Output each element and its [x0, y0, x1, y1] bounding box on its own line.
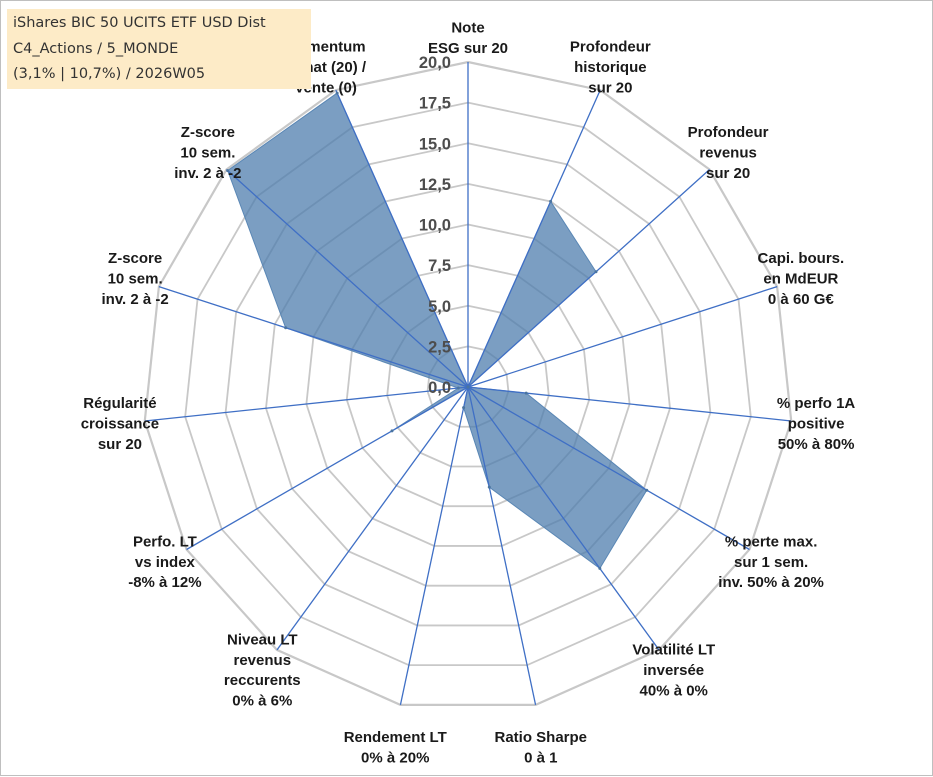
axis-label-7-line-1: 0 à 1 — [524, 749, 557, 766]
tick-label-6: 15,0 — [419, 135, 451, 153]
axis-label-9-line-2: reccurents — [224, 672, 301, 689]
title-box: iShares BIC 50 UCITS ETF USD Dist C4_Act… — [7, 9, 311, 89]
tick-label-0: 0,0 — [428, 379, 451, 397]
grid-ring-7 — [184, 101, 752, 667]
tick-label-1: 2,5 — [428, 338, 451, 356]
tick-label-8: 20,0 — [419, 54, 451, 72]
grid-ring-8 — [143, 60, 793, 706]
data-point-7 — [487, 485, 491, 489]
axis-spoke-2 — [467, 169, 710, 388]
axis-label-9-line-3: 0% à 6% — [232, 693, 292, 710]
axis-label-5-line-1: sur 1 sem. — [734, 554, 808, 571]
axis-spoke-5 — [467, 386, 750, 551]
axis-label-8-line-1: 0% à 20% — [361, 749, 429, 766]
axis-label-3-line-1: en MdEUR — [763, 271, 838, 288]
axis-label-1-line-1: historique — [574, 59, 647, 76]
axis-spoke-4 — [467, 386, 792, 422]
axis-spoke-11 — [144, 386, 469, 422]
axis-label-6-line-1: inversée — [643, 662, 704, 679]
axis-spoke-6 — [467, 386, 660, 651]
axis-spoke-12 — [158, 285, 469, 388]
axis-label-6-line-0: Volatilité LT — [632, 642, 715, 659]
axis-label-11-line-1: croissance — [81, 415, 159, 432]
data-point-13 — [226, 169, 230, 173]
tick-label-3: 7,5 — [428, 257, 451, 275]
tick-label-7: 17,5 — [419, 95, 451, 113]
data-point-8 — [462, 406, 466, 410]
axis-label-11-line-0: Régularité — [83, 395, 156, 412]
data-point-14 — [335, 91, 339, 95]
axis-label-5-line-0: % perte max. — [725, 533, 818, 550]
axis-label-1-line-2: sur 20 — [588, 79, 632, 96]
axis-spoke-9 — [276, 386, 469, 651]
axis-label-10-line-0: Perfo. LT — [133, 533, 197, 550]
axis-label-0-line-0: Note — [451, 20, 484, 37]
axis-spoke-14 — [335, 89, 469, 388]
tick-label-4: 10,0 — [419, 217, 451, 235]
data-point-1 — [549, 199, 553, 203]
axis-label-4-line-1: positive — [788, 415, 845, 432]
data-point-6 — [598, 566, 602, 570]
title-line-2: C4_Actions / 5_MONDE — [13, 41, 179, 57]
axis-label-11-line-2: sur 20 — [98, 436, 142, 453]
axis-label-4-line-2: 50% à 80% — [778, 436, 855, 453]
axis-spoke-13 — [226, 169, 469, 388]
grid-ring-6 — [224, 142, 712, 627]
axis-label-12-line-0: Z-score — [108, 250, 162, 267]
data-point-10 — [390, 429, 394, 433]
axis-label-4-line-0: % perfo 1A — [777, 395, 856, 412]
axis-label-3-line-2: 0 à 60 G€ — [768, 291, 835, 308]
data-point-9 — [466, 385, 470, 389]
axis-label-13-line-1: 10 sem. — [180, 145, 235, 162]
axis-label-12-line-1: 10 sem. — [108, 271, 163, 288]
data-point-5 — [645, 488, 649, 492]
axis-spoke-8 — [399, 386, 469, 706]
data-point-2 — [594, 270, 598, 274]
axis-label-0-line-1: ESG sur 20 — [428, 40, 508, 57]
axis-spoke-1 — [467, 89, 601, 388]
axis-label-13-line-0: Z-score — [181, 124, 235, 141]
data-area — [227, 92, 648, 570]
axis-label-7-line-0: Ratio Sharpe — [495, 729, 588, 746]
tick-label-2: 5,0 — [428, 298, 451, 316]
axis-spoke-7 — [467, 386, 537, 706]
axis-label-13-line-2: inv. 2 à -2 — [174, 165, 241, 182]
axis-spoke-3 — [467, 285, 778, 388]
title-line-1: iShares BIC 50 UCITS ETF USD Dist — [13, 15, 266, 31]
axis-label-3-line-0: Capi. bours. — [758, 250, 845, 267]
axis-label-9-line-0: Niveau LT — [227, 631, 298, 648]
axis-label-1-line-0: Profondeur — [570, 39, 651, 56]
data-point-4 — [524, 391, 528, 395]
axis-label-8-line-0: Rendement LT — [344, 729, 447, 746]
axis-label-2-line-2: sur 20 — [706, 165, 750, 182]
axis-label-10-line-1: vs index — [135, 554, 196, 571]
axis-label-9-line-1: revenus — [234, 652, 292, 669]
data-point-11 — [456, 386, 460, 390]
tick-label-5: 12,5 — [419, 176, 451, 194]
axis-label-10-line-2: -8% à 12% — [128, 574, 201, 591]
axis-label-12-line-2: inv. 2 à -2 — [101, 291, 168, 308]
axis-label-2-line-0: Profondeur — [688, 124, 769, 141]
title-line-3: (3,1% | 10,7%) / 2026W05 — [13, 66, 206, 82]
data-point-12 — [284, 326, 288, 330]
axis-label-2-line-1: revenus — [699, 145, 757, 162]
axis-label-5-line-2: inv. 50% à 20% — [718, 574, 824, 591]
axis-spoke-10 — [186, 386, 469, 551]
axis-label-6-line-2: 40% à 0% — [640, 682, 708, 699]
